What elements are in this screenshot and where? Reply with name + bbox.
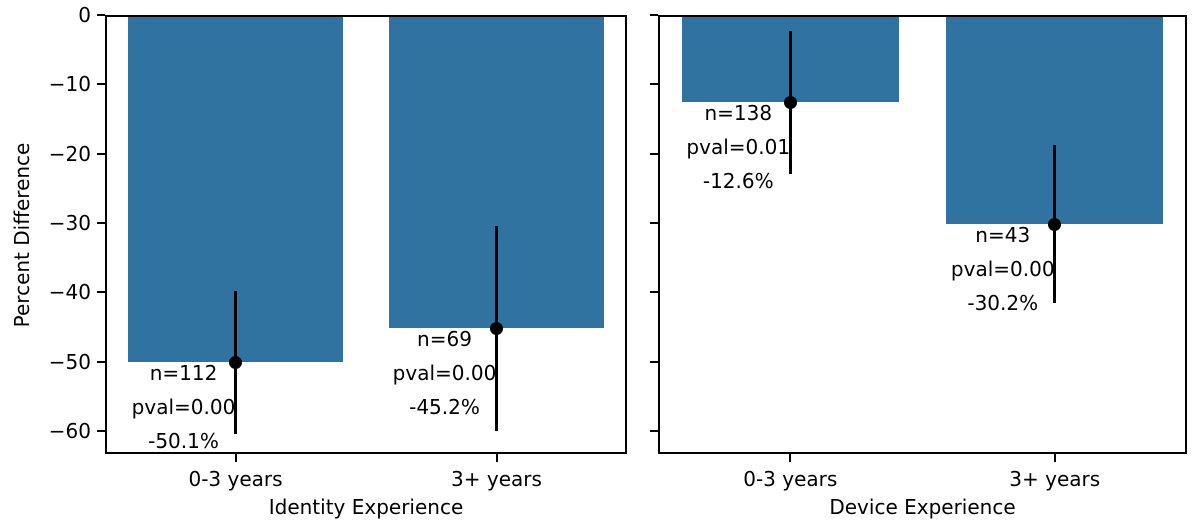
- x-axis-title: Device Experience: [829, 495, 1016, 519]
- error-dot: [783, 95, 797, 109]
- x-tick: [789, 454, 792, 462]
- x-tick: [1053, 454, 1056, 462]
- annotation-n: n=69: [417, 327, 472, 352]
- y-tick: [97, 291, 105, 294]
- plot-panel-1: n=138 pval=0.01 -12.6% 0-3 years n=43 pval=0.…: [650, 14, 1187, 519]
- y-tick: [97, 430, 105, 433]
- annotation-pct: -50.1%: [148, 429, 219, 454]
- y-tick-label: −20: [48, 141, 91, 166]
- y-tick: [650, 83, 658, 86]
- y-tick-label: −10: [48, 72, 91, 97]
- y-tick: [650, 222, 658, 225]
- y-tick: [650, 291, 658, 294]
- annotation-n: n=43: [975, 223, 1031, 248]
- annotation-pct: -12.6%: [702, 169, 774, 194]
- y-tick: [97, 152, 105, 155]
- y-tick: [650, 430, 658, 433]
- error-dot: [490, 321, 503, 335]
- x-category-label: 3+ years: [1009, 467, 1101, 491]
- x-tick: [234, 454, 237, 462]
- annotation-pval: pval=0.01: [686, 135, 791, 160]
- x-axis-title: Identity Experience: [268, 495, 464, 519]
- y-tick-label: 0: [78, 3, 91, 27]
- y-tick-label: −40: [48, 280, 91, 305]
- annotation-n: n=138: [704, 101, 773, 126]
- y-tick: [97, 83, 105, 86]
- y-tick-label: −30: [48, 211, 91, 236]
- annotation-n: n=112: [149, 361, 218, 386]
- x-tick: [495, 454, 498, 462]
- annotation-pval: pval=0.00: [950, 257, 1055, 282]
- x-category-label: 3+ years: [451, 467, 542, 491]
- y-tick: [650, 152, 658, 155]
- annotation-pval: pval=0.00: [392, 361, 497, 386]
- annotation-pct: -45.2%: [409, 395, 480, 420]
- y-tick-label: −60: [48, 419, 91, 444]
- y-tick: [650, 360, 658, 363]
- y-tick: [97, 222, 105, 225]
- y-tick: [97, 360, 105, 363]
- y-tick-label: −50: [48, 349, 91, 374]
- error-dot: [229, 355, 242, 369]
- error-dot: [1048, 217, 1062, 231]
- x-category-label: 0-3 years: [188, 467, 283, 491]
- x-category-label: 0-3 years: [743, 467, 838, 491]
- plot-panel-0: n=112 pval=0.00 -50.1% 0-3 years n=69 pval=0.…: [49, 3, 627, 519]
- annotation-pval: pval=0.00: [131, 395, 236, 420]
- y-tick: [650, 14, 658, 16]
- annotation-pct: -30.2%: [967, 291, 1039, 316]
- y-tick: [97, 14, 105, 16]
